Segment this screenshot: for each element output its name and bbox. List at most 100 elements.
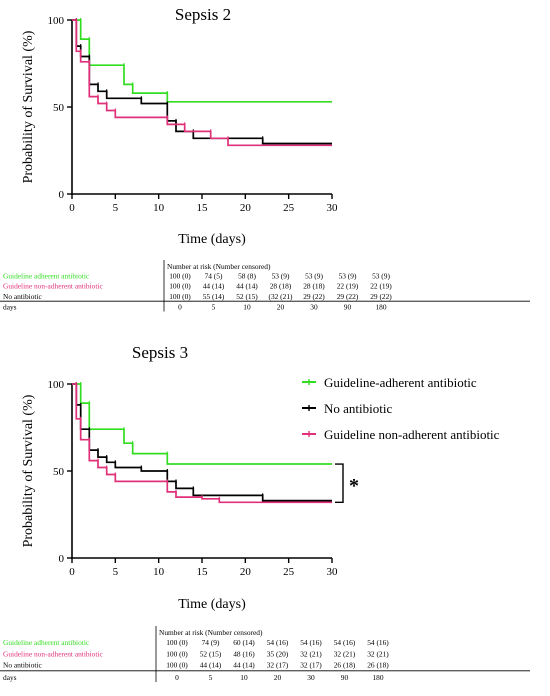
x-tick-label: 20 bbox=[240, 566, 252, 578]
risk-table-header: Number at risk (Number censored) bbox=[159, 628, 263, 637]
risk-cell: 100 (0) bbox=[166, 638, 188, 647]
y-tick-label: 50 bbox=[53, 102, 65, 114]
series-line-2 bbox=[72, 383, 332, 502]
risk-cell: 53 (9) bbox=[305, 271, 323, 280]
risk-day: 180 bbox=[375, 303, 386, 312]
series-line-1 bbox=[72, 19, 332, 103]
risk-cell: 48 (16) bbox=[233, 649, 255, 658]
risk-cell: 58 (8) bbox=[238, 271, 256, 280]
risk-cell: 32 (21) bbox=[334, 649, 356, 658]
risk-day: 0 bbox=[178, 303, 182, 312]
risk-table-header: Number at risk (Number censored) bbox=[167, 262, 271, 271]
risk-row-label: No antibiotic bbox=[3, 292, 43, 301]
legend-label: Guideline-adherent antibiotic bbox=[324, 375, 477, 390]
risk-cell: 100 (0) bbox=[166, 661, 188, 670]
risk-cell: 29 (22) bbox=[370, 292, 392, 301]
y-tick-label: 0 bbox=[59, 553, 65, 565]
risk-cell: 53 (9) bbox=[339, 271, 357, 280]
x-tick-label: 5 bbox=[113, 566, 119, 578]
risk-cell: 100 (0) bbox=[169, 282, 191, 291]
risk-table: Number at risk (Number censored) Guidelin… bbox=[0, 626, 530, 682]
legend-label: Guideline non-adherent antibiotic bbox=[324, 427, 500, 442]
risk-cell: 53 (9) bbox=[272, 271, 290, 280]
x-tick-label: 5 bbox=[113, 202, 119, 214]
risk-day: 90 bbox=[341, 673, 349, 682]
x-axis-label: Time (days) bbox=[178, 597, 246, 612]
risk-cell: 28 (18) bbox=[303, 282, 325, 291]
x-tick-label: 20 bbox=[240, 202, 252, 214]
x-tick-label: 15 bbox=[197, 566, 209, 578]
risk-day: 180 bbox=[372, 673, 383, 682]
series-line-1 bbox=[72, 383, 332, 465]
risk-row-label: Guideline non-adherent antibiotic bbox=[3, 282, 103, 291]
x-tick-label: 15 bbox=[197, 202, 209, 214]
risk-cell: 44 (14) bbox=[233, 661, 255, 670]
x-tick-label: 25 bbox=[283, 566, 295, 578]
x-tick-label: 25 bbox=[283, 202, 295, 214]
risk-cell: 28 (18) bbox=[270, 282, 292, 291]
risk-row-label: No antibiotic bbox=[3, 661, 43, 670]
risk-cell: 100 (0) bbox=[169, 292, 191, 301]
x-tick-label: 30 bbox=[327, 566, 339, 578]
x-tick-label: 10 bbox=[153, 202, 165, 214]
risk-cell: 22 (19) bbox=[370, 282, 392, 291]
y-tick-label: 100 bbox=[48, 15, 65, 27]
chart-title: Sepsis 2 bbox=[175, 5, 231, 24]
risk-row-label: Guideline non-adherent antibiotic bbox=[3, 649, 103, 658]
x-axis-label: Time (days) bbox=[178, 232, 246, 247]
risk-day: 10 bbox=[240, 673, 248, 682]
risk-day: 5 bbox=[209, 673, 213, 682]
risk-cell: 22 (19) bbox=[337, 282, 359, 291]
legend-label: No antibiotic bbox=[324, 401, 392, 416]
significance-marker: * bbox=[349, 475, 359, 497]
series-line-3 bbox=[72, 383, 332, 504]
risk-cell: 54 (16) bbox=[367, 638, 389, 647]
risk-cell: 54 (16) bbox=[334, 638, 356, 647]
risk-day: 30 bbox=[310, 303, 318, 312]
risk-cell: 32 (17) bbox=[267, 661, 289, 670]
y-tick-label: 50 bbox=[53, 466, 65, 478]
risk-day: 90 bbox=[344, 303, 352, 312]
risk-row-label: Guideline adherent antibiotic bbox=[3, 638, 90, 647]
y-axis-label: Probability of Survival (%) bbox=[21, 394, 36, 547]
risk-cell: 35 (20) bbox=[267, 649, 289, 658]
x-tick-label: 10 bbox=[153, 566, 165, 578]
risk-cell: 52 (15) bbox=[236, 292, 258, 301]
risk-cell: 100 (0) bbox=[166, 649, 188, 658]
risk-cell: 74 (5) bbox=[205, 271, 223, 280]
risk-day: 20 bbox=[274, 673, 282, 682]
risk-cell: 44 (14) bbox=[200, 661, 222, 670]
y-tick-label: 100 bbox=[48, 379, 65, 391]
significance-bracket bbox=[335, 463, 344, 504]
y-axis-label: Probability of Survival (%) bbox=[21, 30, 36, 183]
risk-day: 0 bbox=[175, 673, 179, 682]
risk-cell: 44 (14) bbox=[236, 282, 258, 291]
risk-cell: 32 (21) bbox=[300, 649, 322, 658]
risk-cell: (32 (21) bbox=[268, 292, 293, 301]
risk-cell: 52 (15) bbox=[200, 649, 222, 658]
chart-2: Sepsis 3 0 50 100 0 5 10 15 20 25 30 Time (days) Pro… bbox=[0, 343, 530, 682]
risk-day: 30 bbox=[307, 673, 315, 682]
risk-cell: 60 (14) bbox=[233, 638, 255, 647]
risk-cell: 54 (16) bbox=[300, 638, 322, 647]
risk-row-label: Guideline adherent antibiotic bbox=[3, 271, 90, 280]
x-tick-label: 0 bbox=[69, 202, 75, 214]
risk-day: 10 bbox=[243, 303, 251, 312]
risk-cell: 44 (14) bbox=[203, 282, 225, 291]
risk-cell: 32 (17) bbox=[300, 661, 322, 670]
risk-cell: 53 (9) bbox=[372, 271, 390, 280]
y-tick-label: 0 bbox=[59, 189, 65, 201]
risk-days-label: days bbox=[3, 303, 17, 312]
risk-day: 20 bbox=[277, 303, 285, 312]
x-tick-label: 30 bbox=[327, 202, 339, 214]
risk-cell: 54 (16) bbox=[267, 638, 289, 647]
chart-title: Sepsis 3 bbox=[132, 343, 188, 362]
risk-day: 5 bbox=[212, 303, 216, 312]
risk-cell: 29 (22) bbox=[337, 292, 359, 301]
risk-table: Number at risk (Number censored) Guidelin… bbox=[0, 260, 530, 312]
risk-cell: 100 (0) bbox=[169, 271, 191, 280]
risk-cell: 74 (9) bbox=[202, 638, 220, 647]
risk-cell: 29 (22) bbox=[303, 292, 325, 301]
